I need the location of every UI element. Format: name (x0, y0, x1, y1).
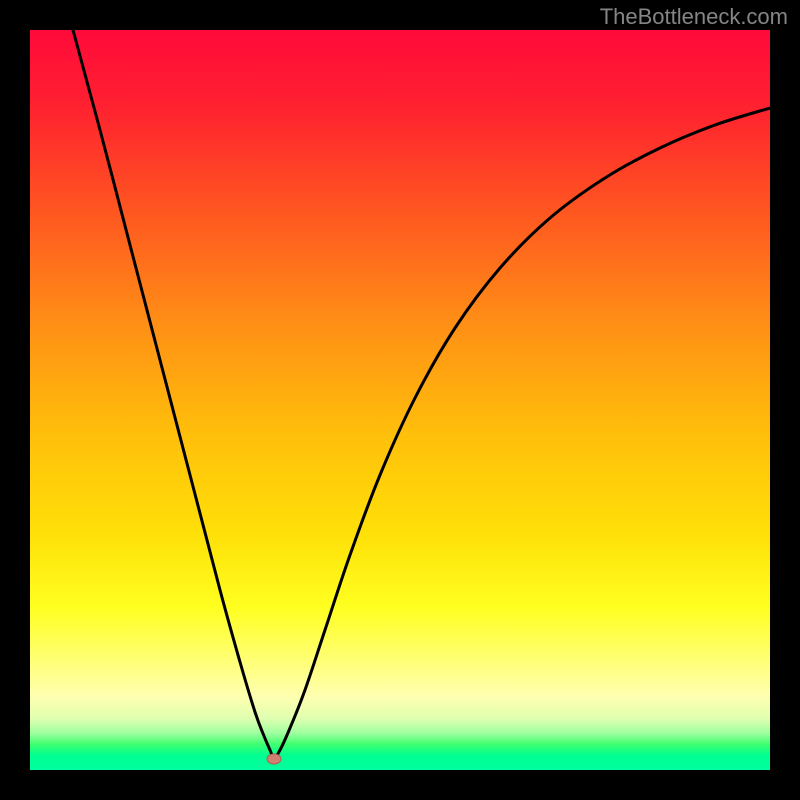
curve-layer (30, 30, 770, 770)
minimum-marker (267, 754, 281, 764)
attribution-text: TheBottleneck.com (600, 4, 788, 30)
bottleneck-curve (73, 30, 770, 758)
chart-area (30, 30, 770, 770)
